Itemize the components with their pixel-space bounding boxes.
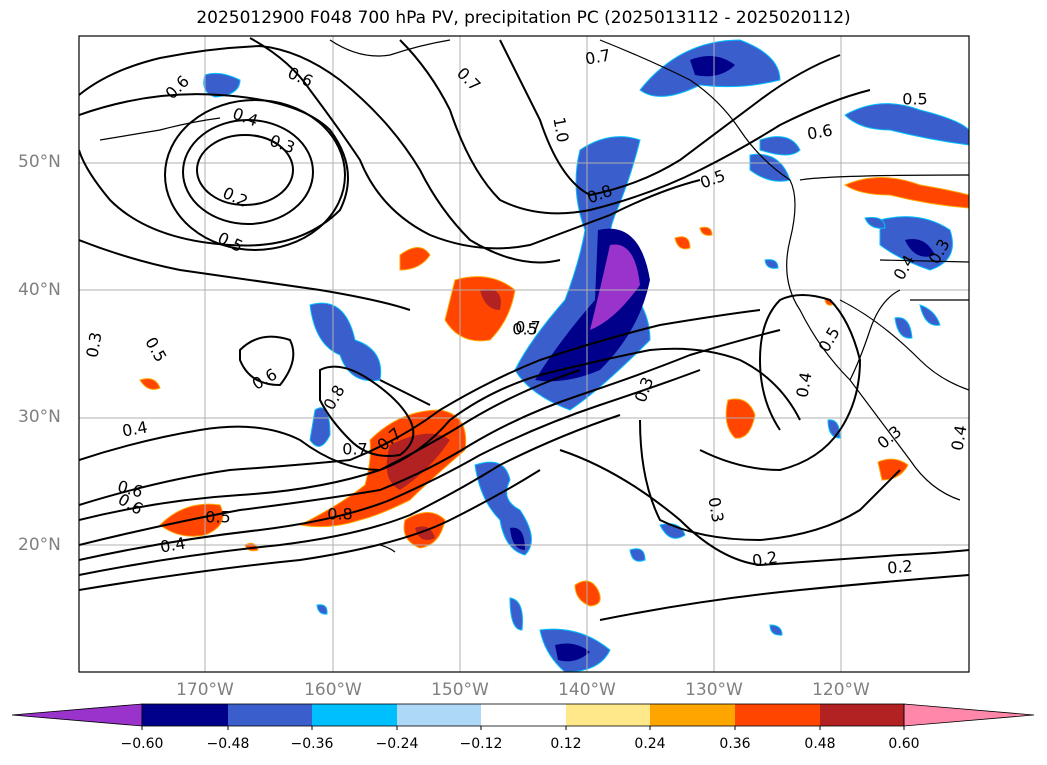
contour-label: 0.4	[159, 533, 187, 556]
colorbar-tick: 0.24	[634, 736, 666, 752]
contour-label: 0.6	[806, 120, 834, 143]
precip-negative-anomalies	[203, 39, 969, 672]
colorbar-tick: 0.12	[550, 736, 582, 752]
colorbar-tick: −0.36	[290, 736, 334, 752]
lon-label-150w: 150°W	[431, 680, 489, 700]
lon-label-120w: 120°W	[812, 680, 870, 700]
contour-label: 0.5	[205, 508, 230, 527]
contour-label: 0.5	[902, 90, 927, 109]
lat-label-50n: 50°N	[18, 152, 61, 172]
lat-label-40n: 40°N	[18, 280, 61, 300]
map-title: 2025012900 F048 700 hPa PV, precipitatio…	[196, 8, 851, 28]
colorbar-tick: −0.60	[120, 736, 164, 752]
contour-label: 0.2	[886, 556, 913, 577]
colorbar-frame	[141, 703, 905, 727]
contour-label: 1.0	[549, 116, 572, 144]
colorbar-segment	[735, 704, 820, 726]
colorbar-tick: 0.36	[719, 736, 751, 752]
map-frame	[78, 35, 970, 673]
contour-label: 0.7	[342, 440, 367, 459]
colorbar-tick: −0.24	[375, 736, 419, 752]
contour-label: 0.5	[512, 320, 537, 339]
contour-label: 0.4	[792, 371, 815, 399]
contour-label: 0.8	[327, 505, 352, 524]
lat-label-20n: 20°N	[18, 535, 61, 555]
lon-label-170w: 170°W	[176, 680, 234, 700]
colorbar-segment	[566, 704, 650, 726]
colorbar-segment	[820, 704, 904, 726]
contour-label: 0.4	[947, 424, 970, 452]
colorbar-tick: −0.12	[459, 736, 503, 752]
pv-contours	[79, 37, 969, 621]
colorbar-segment	[481, 704, 566, 726]
contour-label: 0.4	[121, 417, 149, 440]
colorbar-segment	[228, 704, 312, 726]
lon-label-130w: 130°W	[685, 680, 743, 700]
colorbar-tick: 0.60	[888, 736, 920, 752]
colorbar-tick: 0.48	[804, 736, 836, 752]
colorbar-segment	[650, 704, 735, 726]
colorbar-segment	[312, 704, 397, 726]
colorbar-extend-high	[903, 703, 1035, 727]
coastlines	[99, 39, 969, 553]
map-gridlines	[79, 36, 969, 672]
colorbar-segment	[142, 704, 228, 726]
lon-label-160w: 160°W	[304, 680, 362, 700]
contour-label: 0.3	[704, 496, 727, 524]
colorbar-segment	[397, 704, 481, 726]
contour-label: 0.3	[82, 331, 105, 359]
contour-label: 0.7	[515, 318, 540, 337]
colorbar-tick: −0.48	[206, 736, 250, 752]
lat-label-30n: 30°N	[18, 407, 61, 427]
lon-label-140w: 140°W	[558, 680, 616, 700]
contour-label: 0.2	[751, 547, 779, 570]
colorbar-extend-low	[11, 703, 143, 727]
contour-label: 0.7	[584, 45, 612, 68]
